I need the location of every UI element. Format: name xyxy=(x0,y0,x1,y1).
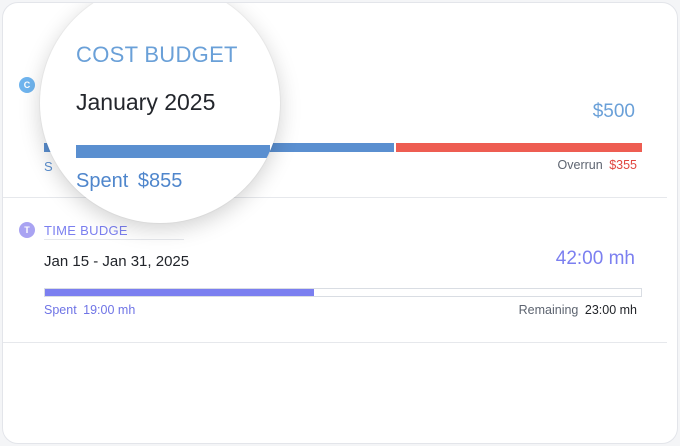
cost-budget-amount: $500 xyxy=(592,101,635,122)
cost-spent-label-fragment: S xyxy=(44,159,53,174)
lens-cost-budget-title: COST BUDGET xyxy=(76,42,238,67)
magnifier-lens: COST BUDGET January 2025 Spent $855 xyxy=(40,3,280,223)
time-remaining: Remaining 23:00 mh xyxy=(519,303,637,317)
time-budget-title: TIME BUDGE xyxy=(44,223,128,238)
cost-overrun: Overrun $355 xyxy=(558,158,637,172)
time-remaining-label: Remaining xyxy=(518,303,579,317)
lens-cost-spent-label: Spent xyxy=(76,170,129,192)
time-budget-spent-fill xyxy=(45,289,315,296)
lens-cost-budget-period: January 2025 xyxy=(76,89,216,115)
cost-overrun-value: $355 xyxy=(609,158,637,172)
cost-budget-badge-icon: C xyxy=(19,77,35,93)
time-spent: Spent 19:00 mh xyxy=(44,303,135,317)
time-budget-bar xyxy=(44,288,642,297)
section-divider xyxy=(3,342,667,343)
lens-cost-spent-value: $855 xyxy=(137,170,183,192)
lens-cost-bar-fill xyxy=(76,145,270,158)
section-divider xyxy=(3,197,667,198)
time-title-underline xyxy=(44,239,184,240)
time-budget-badge-icon: T xyxy=(19,222,35,238)
time-budget-amount: 42:00 mh xyxy=(555,248,635,269)
time-budget-period: Jan 15 - Jan 31, 2025 xyxy=(44,253,190,270)
cost-budget-overrun-fill xyxy=(395,143,642,152)
time-spent-label: Spent xyxy=(44,303,77,317)
lens-cost-spent: Spent $855 xyxy=(76,170,182,193)
time-spent-value: 19:00 mh xyxy=(83,303,136,317)
cost-overrun-label: Overrun xyxy=(557,158,603,172)
time-remaining-value: 23:00 mh xyxy=(584,303,637,317)
